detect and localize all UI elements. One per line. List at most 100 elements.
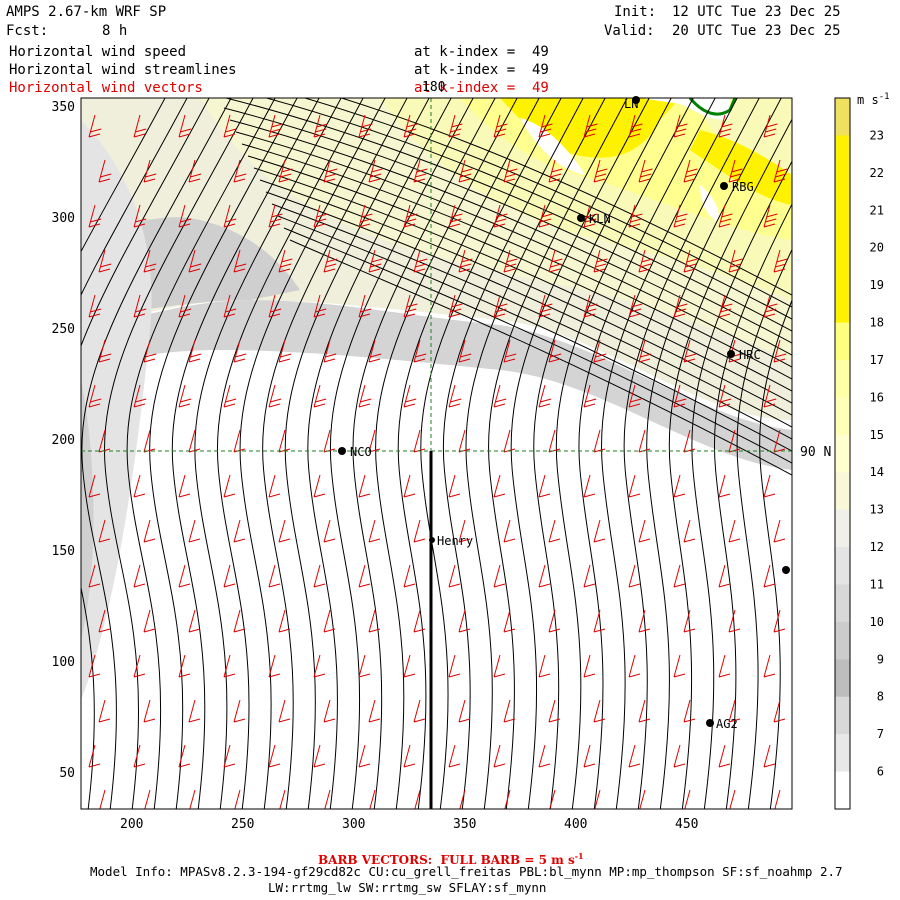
station-dot [577, 214, 585, 222]
wind-barb [278, 519, 291, 543]
wind-barb [313, 114, 328, 138]
wind-barb [403, 294, 418, 318]
wind-barb [493, 474, 506, 498]
wind-barb [268, 294, 282, 318]
wind-barb [223, 564, 236, 588]
wind-barb [673, 744, 686, 768]
wind-barb [268, 114, 283, 138]
init-time: 12 UTC Tue 23 Dec 25 [672, 4, 841, 20]
streamline [601, 98, 738, 809]
wind-barb [458, 699, 471, 723]
wind-barb [313, 204, 328, 228]
wind-barb [548, 519, 561, 543]
wind-barb [673, 564, 686, 588]
wind-barb [684, 789, 695, 809]
colorbar-swatch [835, 172, 850, 211]
streamline [229, 119, 792, 356]
wind-barb [403, 114, 418, 138]
wind-barb [234, 789, 245, 809]
wind-barb [403, 474, 416, 498]
wind-barb [638, 699, 651, 723]
wind-barb [683, 249, 698, 273]
layer-name: Horizontal wind vectors [9, 80, 203, 96]
layer-level: at k-index = 49 [414, 62, 549, 78]
colorbar-level: 11 [870, 577, 884, 591]
streamline [247, 155, 792, 392]
streamline [759, 299, 792, 809]
wind-barb [88, 294, 102, 318]
streamline [397, 98, 540, 809]
wind-barb [593, 519, 606, 543]
wind-barb [458, 249, 473, 273]
wind-barb [223, 114, 237, 138]
streamline [330, 98, 474, 809]
streamline [265, 191, 792, 428]
wind-barb [323, 159, 338, 183]
colorbar-swatch [835, 359, 850, 398]
model-title: AMPS 2.67-km WRF SP [6, 4, 167, 20]
wind-barb [448, 474, 461, 498]
layer-name: Horizontal wind speed [9, 44, 187, 60]
wind-barb [358, 744, 371, 768]
wind-barb [728, 519, 741, 543]
wind-barb [774, 789, 785, 809]
wind-barb [493, 564, 506, 588]
streamline [126, 98, 276, 809]
wind-barb [133, 744, 146, 768]
wind-barb [458, 519, 471, 543]
wind-barb [188, 159, 202, 183]
wind-barb [763, 384, 777, 408]
colorbar-level: 19 [870, 278, 884, 292]
wind-barb [368, 159, 383, 183]
wind-barb [729, 789, 740, 809]
wind-barb [493, 204, 508, 228]
wind-barb [188, 519, 201, 543]
wind-barb [493, 384, 507, 408]
wind-barb [773, 609, 786, 633]
wind-barb [278, 159, 293, 183]
wind-barb [178, 744, 191, 768]
wind-barb [638, 519, 651, 543]
wind-barb [728, 249, 743, 273]
wind-barb [278, 699, 291, 723]
colorbar-frame [834, 97, 851, 810]
y-tick-label: 50 [59, 766, 75, 781]
colorbar-level: 9 [877, 652, 884, 666]
streamline [284, 98, 430, 809]
wind-barb [763, 654, 776, 678]
layer-level: at k-index = 49 [414, 44, 549, 60]
colorbar-swatch [835, 659, 850, 698]
x-tick-label: 400 [564, 817, 587, 832]
wind-barb [233, 249, 247, 273]
map-frame [80, 97, 793, 810]
wind-barb [628, 114, 643, 138]
wind-barb [133, 294, 147, 318]
wind-barb [143, 159, 157, 183]
wind-barb [268, 384, 282, 408]
colorbar-swatch [835, 509, 850, 548]
wind-barb [88, 654, 101, 678]
wind-barb [773, 249, 788, 273]
colorbar-level: 21 [870, 203, 884, 217]
wind-barb [413, 159, 428, 183]
wind-barb [538, 564, 551, 588]
wind-barb [594, 789, 605, 809]
colorbar-level: 20 [870, 241, 884, 255]
streamline [283, 227, 792, 464]
wind-barb [718, 654, 731, 678]
streamlines [81, 98, 792, 809]
colorbar-units: m s-1 [857, 92, 890, 107]
x-tick-label: 200 [120, 817, 143, 832]
wind-barb [673, 294, 688, 318]
streamline [646, 98, 782, 809]
colorbar-swatch [835, 98, 850, 136]
wind-barb [448, 114, 463, 138]
wind-barb [728, 699, 741, 723]
wind-barb [763, 744, 776, 768]
wind-barb [548, 699, 561, 723]
streamline [262, 98, 408, 809]
wind-barb [358, 564, 371, 588]
station-label: NCO [350, 445, 372, 459]
wind-barb [583, 564, 596, 588]
colorbar-level: 22 [870, 166, 884, 180]
